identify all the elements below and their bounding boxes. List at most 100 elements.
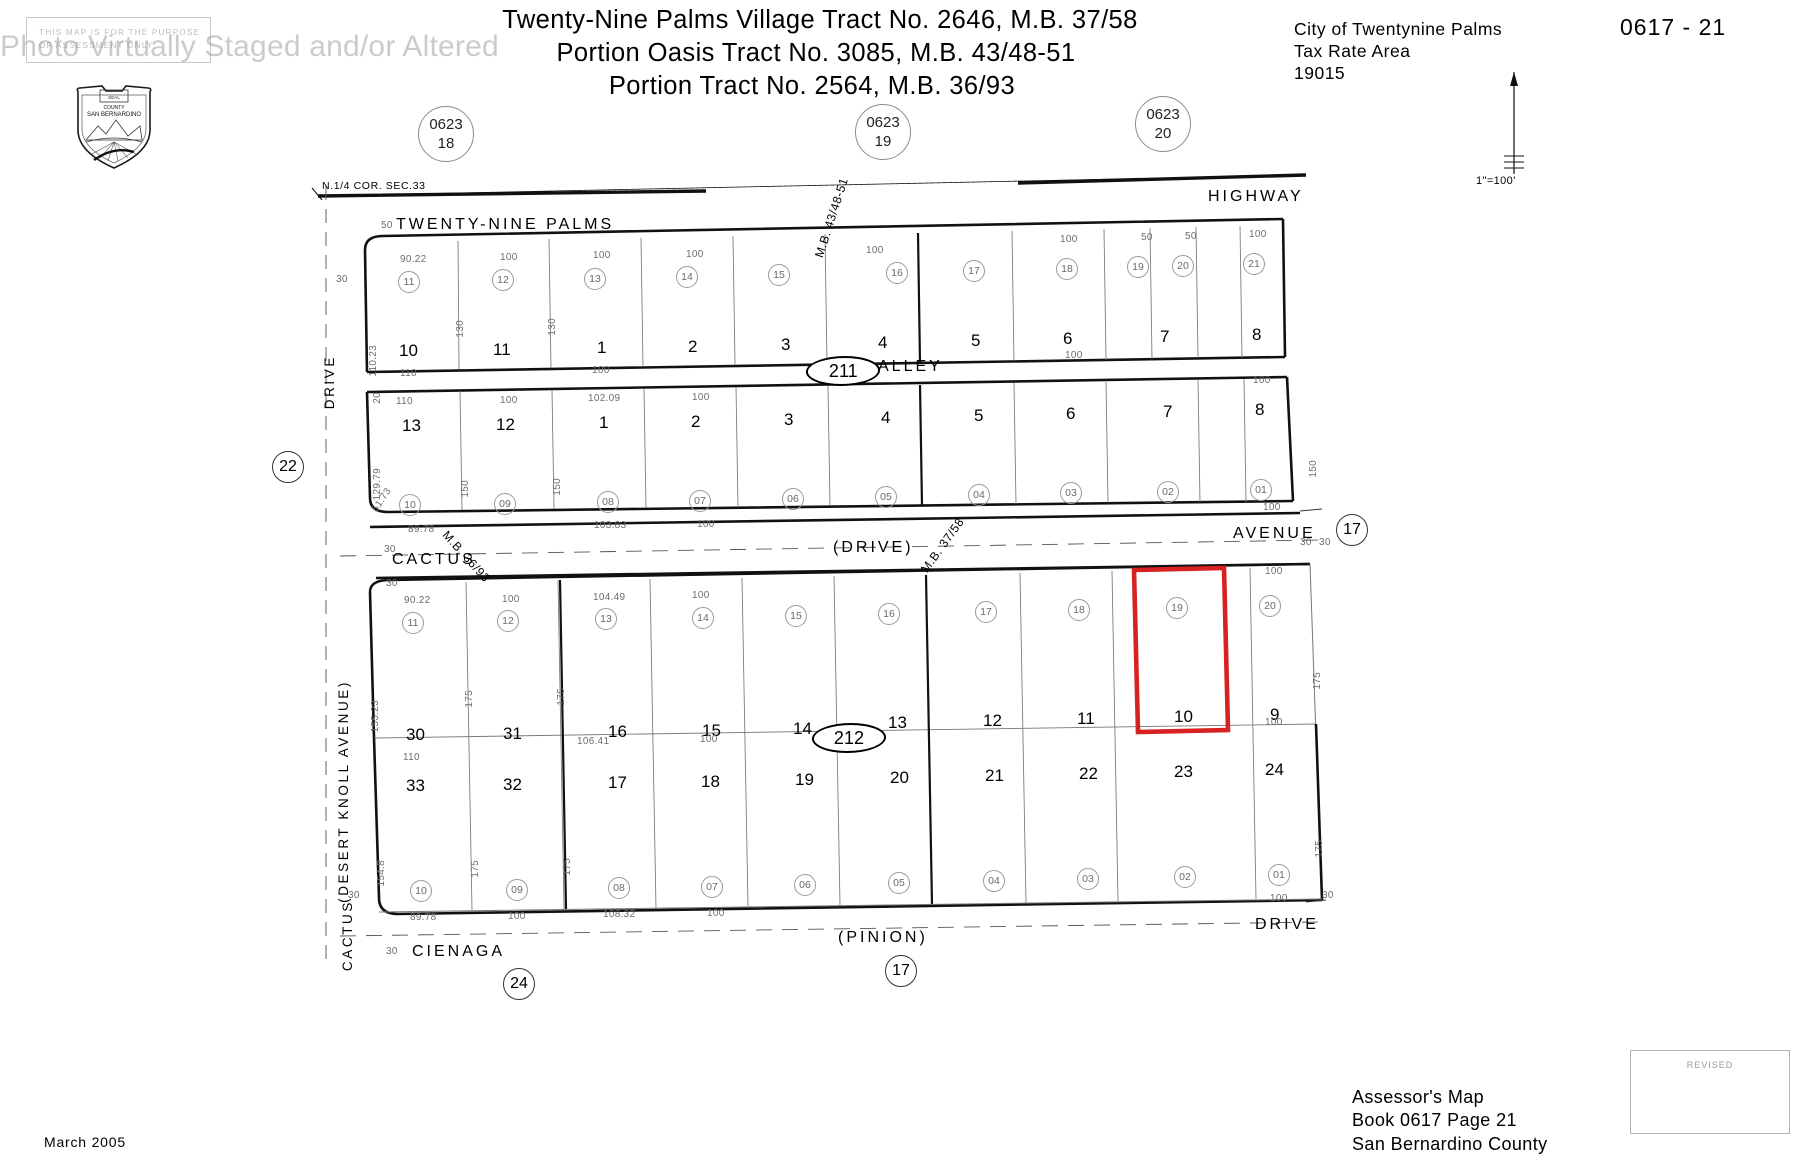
lot-label-r3-5: 13 [888, 713, 907, 732]
tra-circle-0: 0623 18 [418, 106, 474, 162]
revised-label: REVISED [1686, 1060, 1734, 1070]
tra-num-0: 18 [437, 134, 455, 152]
parcel-circle-r1-7: 18 [1056, 258, 1078, 280]
dim-r4-10: 100 [707, 908, 725, 919]
dim-r3-left-2: 175 [556, 688, 567, 706]
lot-label-r4-7: 22 [1079, 764, 1098, 783]
dim-r1-top-4: 100 [686, 249, 704, 260]
parcel-circle-r2-4: 06 [782, 488, 804, 510]
lot-label-r2-9: 8 [1255, 400, 1265, 419]
street-label-drive-west: DRIVE [322, 355, 337, 410]
parcel-circle-r2-1: 09 [494, 493, 516, 515]
parcel-circle-r4-1: 09 [506, 879, 528, 901]
street-label-cienaga: CIENAGA [412, 943, 506, 960]
assessment-disclaimer: THIS MAP IS FOR THE PURPOSE OF ASSESSMEN… [26, 17, 211, 63]
svg-text:SAN BERNARDINO: SAN BERNARDINO [87, 112, 141, 118]
dim-r1-top-1: 90.22 [400, 254, 427, 265]
parcel-circle-r3-8: 19 [1166, 597, 1188, 619]
map-title-block: Twenty-Nine Palms Village Tract No. 2646… [340, 4, 1300, 103]
dim-r3-left-1: 175 [464, 690, 475, 708]
lot-label-r1-8: 7 [1160, 327, 1170, 346]
parcel-circle-r2-0: 10 [399, 494, 421, 516]
parcel-circle-r4-0: 10 [410, 880, 432, 902]
street-label-twentynine-palms: TWENTY-NINE PALMS [396, 216, 615, 233]
dim-misc-30b: 30 [1300, 537, 1312, 548]
dim-r3-mid-1: 100 [700, 734, 718, 745]
parcel-circle-r1-8: 19 [1127, 256, 1149, 278]
dim-r1-bot-1: 100 [592, 365, 610, 376]
dim-r1-top-3: 100 [593, 250, 611, 261]
parcel-circle-r4-5: 05 [888, 872, 910, 894]
city-name: City of Twentynine Palms [1294, 19, 1503, 39]
dim-r3-mid-0: 106.41 [577, 736, 610, 747]
parcel-circle-r4-2: 08 [608, 877, 630, 899]
parcel-circle-r3-5: 16 [878, 603, 900, 625]
parcel-circle-r1-6: 17 [963, 260, 985, 282]
lot-label-r4-1: 32 [503, 775, 522, 794]
parcel-circle-r2-5: 05 [875, 486, 897, 508]
street-label-avenue: AVENUE [1233, 525, 1316, 542]
dim-r2-6b: 150 [552, 478, 563, 496]
tax-rate-area-label: Tax Rate Area [1294, 41, 1411, 62]
map-date: March 2005 [44, 1134, 126, 1150]
dim-r3-top-4: 100 [692, 590, 710, 601]
parcel-circle-r1-5: 16 [886, 262, 908, 284]
watermark-text: Photo Virtually Staged and/or Altered [0, 30, 499, 63]
dim-r3-top-10: 100 [1265, 566, 1283, 577]
parcel-circle-r4-9: 01 [1268, 864, 1290, 886]
dim-r4-4: 175 [1314, 840, 1325, 858]
parcel-circle-r1-0: 11 [398, 271, 420, 293]
street-label-pinion-paren: (PINION) [838, 929, 928, 946]
lot-label-r3-0: 30 [406, 725, 425, 744]
parcel-circle-r3-3: 14 [692, 607, 714, 629]
dim-r4-7: 89.78 [410, 912, 437, 923]
lot-label-r3-9: 9 [1270, 705, 1280, 724]
lot-label-r3-1: 31 [503, 724, 522, 743]
lot-label-r2-1: 12 [496, 415, 515, 434]
parcel-circle-r1-1: 12 [492, 269, 514, 291]
parcel-circle-r2-7: 03 [1060, 482, 1082, 504]
parcel-circle-r3-4: 15 [785, 605, 807, 627]
parcel-circle-r1-10: 21 [1243, 253, 1265, 275]
tra-book-0: 0623 [429, 116, 463, 133]
lot-label-r1-5: 4 [878, 333, 888, 352]
dim-r1-left-0: 30 [336, 274, 348, 285]
lot-label-r3-2: 16 [608, 722, 627, 741]
dim-misc-30: 30 [384, 544, 396, 555]
footer-line-3: San Bernardino County [1352, 1133, 1548, 1154]
lot-label-r2-6: 5 [974, 406, 984, 425]
tra-num-1: 19 [874, 132, 892, 150]
street-label-cactus-upper: CACTUS [392, 551, 476, 568]
lot-label-r3-8: 10 [1174, 707, 1193, 726]
tra-book-1: 0623 [866, 114, 900, 131]
lot-label-r3-4: 14 [793, 719, 812, 738]
dim-r4-3: 175 [562, 858, 573, 876]
map-scale-label: 1"=100' [1476, 175, 1516, 187]
dim-r4-9: 108.32 [603, 909, 636, 920]
parcel-circle-r4-6: 04 [983, 870, 1005, 892]
parcel-circle-r2-8: 02 [1157, 481, 1179, 503]
dim-r3-mid-2: 100 [1265, 717, 1283, 728]
lot-label-r1-7: 6 [1063, 329, 1073, 348]
lot-label-r2-7: 6 [1066, 404, 1076, 423]
parcel-circle-r3-7: 18 [1068, 599, 1090, 621]
section-corner-note: N.1/4 COR. SEC.33 [322, 180, 426, 192]
parcel-circle-r4-3: 07 [701, 876, 723, 898]
lot-label-r4-5: 20 [890, 768, 909, 787]
dim-r2-5: 100 [1253, 375, 1271, 386]
tax-rate-area-block: City of Twentynine Palms Tax Rate Area 1… [1294, 18, 1502, 85]
dim-r4-30: 30 [386, 946, 398, 957]
dim-r2-11: 100 [697, 519, 715, 530]
parcel-circle-r1-3: 14 [676, 266, 698, 288]
street-label-drive-lower-right: DRIVE [1255, 916, 1319, 933]
dim-r3-right: 175 [1312, 672, 1323, 690]
assessor-map-footer: Assessor's Map Book 0617 Page 21 San Ber… [1352, 1086, 1548, 1156]
dim-r2-6: 150 [460, 480, 471, 498]
lot-label-r4-6: 21 [985, 766, 1004, 785]
page-ref-south: 17 [885, 955, 917, 987]
dim-r2-0: 20 [372, 392, 383, 404]
svg-text:COUNTY: COUNTY [103, 105, 125, 111]
dim-r3-top-1: 90.22 [404, 595, 431, 606]
dim-r2-3: 102.09 [588, 393, 621, 404]
